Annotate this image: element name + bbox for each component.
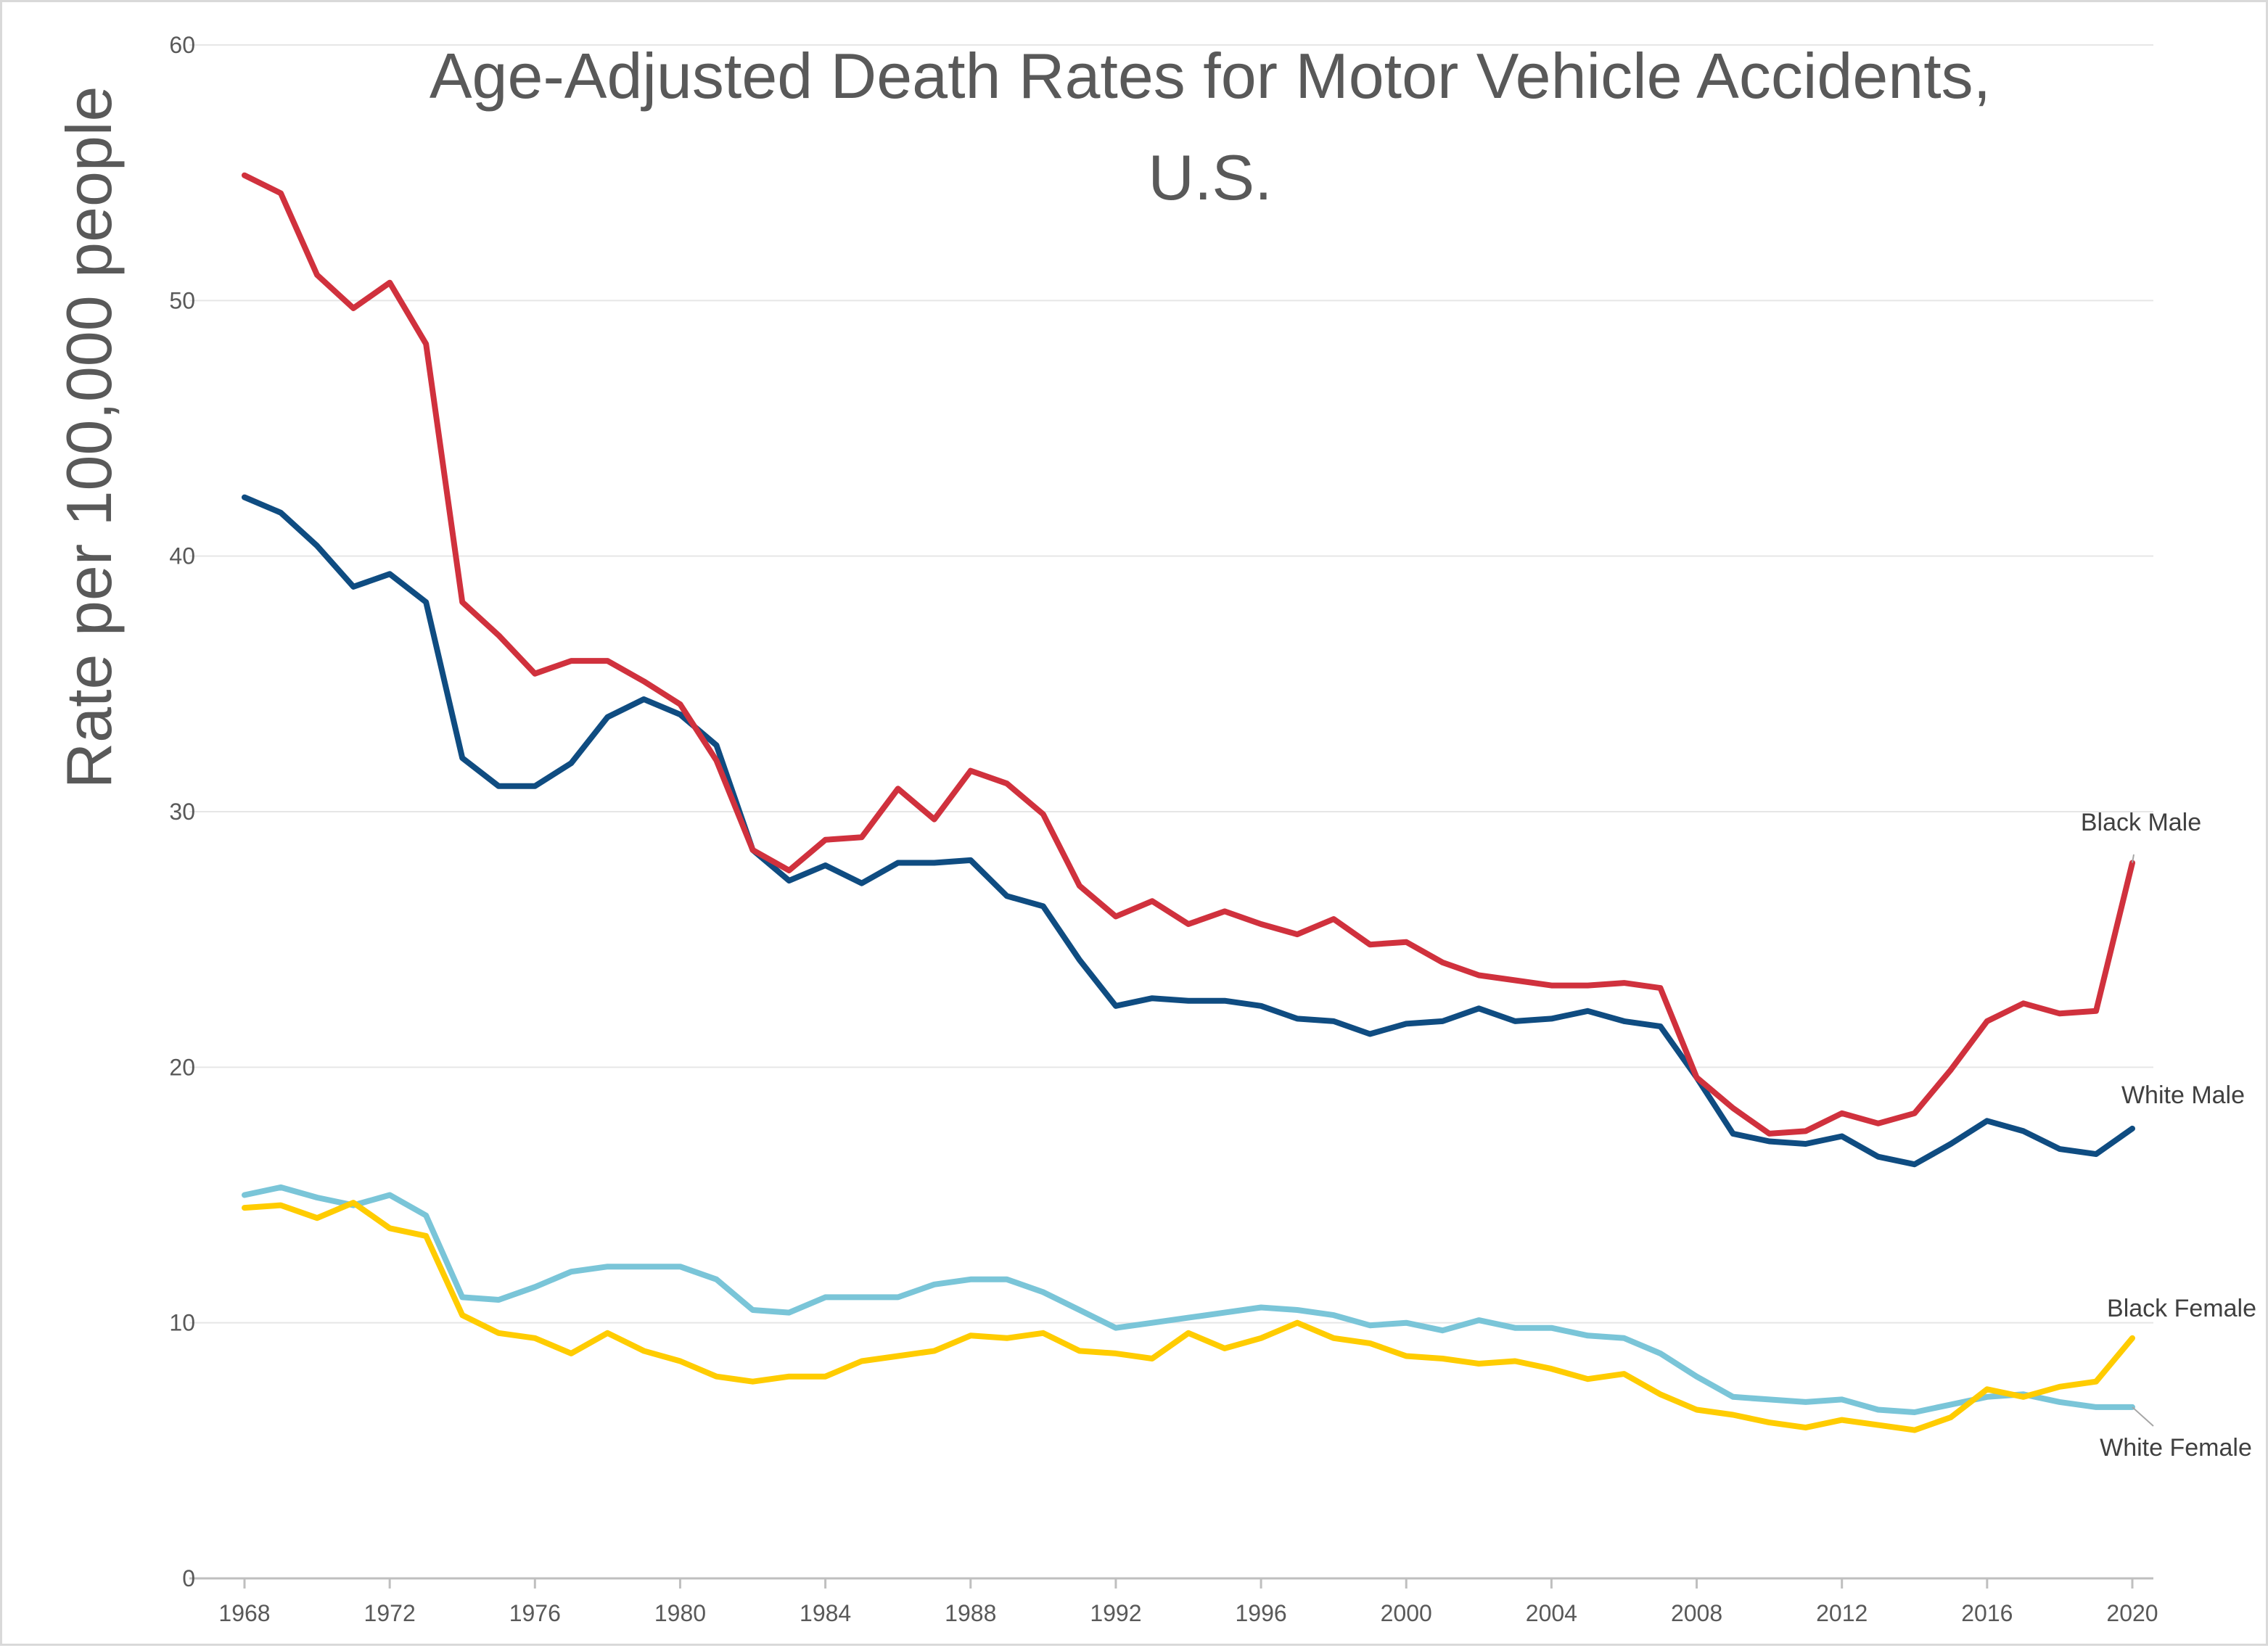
series-line-white-female bbox=[242, 1184, 2135, 1415]
x-axis-ticks: 1968 1972 1976 1980 1984 1988 1992 1996 2000 2004… bbox=[218, 1578, 2158, 1626]
series-lines bbox=[242, 172, 2135, 1433]
x-tick-label: 2000 bbox=[1381, 1600, 1432, 1626]
x-tick-label: 1980 bbox=[654, 1600, 706, 1626]
x-tick-label: 2012 bbox=[1816, 1600, 1868, 1626]
series-label-black-male: Black Male bbox=[2081, 809, 2201, 836]
leader-line-black-male bbox=[2132, 854, 2135, 863]
leader-line-white-female bbox=[2132, 1406, 2154, 1427]
y-tick-label: 0 bbox=[182, 1565, 195, 1591]
y-tick-label: 30 bbox=[169, 799, 195, 825]
x-tick-label: 1992 bbox=[1090, 1600, 1141, 1626]
series-line-black-female bbox=[242, 1200, 2135, 1433]
y-tick-label: 20 bbox=[169, 1054, 195, 1080]
x-tick-label: 2004 bbox=[1526, 1600, 1577, 1626]
series-label-white-female: White Female bbox=[2100, 1434, 2252, 1462]
x-tick-label: 2020 bbox=[2106, 1600, 2158, 1626]
y-axis-ticks: 0 10 20 30 40 50 60 bbox=[169, 32, 195, 1591]
y-tick-label: 10 bbox=[169, 1310, 195, 1336]
x-tick-label: 1972 bbox=[364, 1600, 416, 1626]
series-labels: Black Male White Male Black Female White Fe… bbox=[2081, 809, 2256, 1462]
x-tick-label: 1988 bbox=[945, 1600, 996, 1626]
chart-title-line-2: U.S. bbox=[1148, 141, 1272, 213]
series-line-black-male bbox=[242, 172, 2135, 1137]
y-axis-label: Rate per 100,000 people bbox=[53, 86, 125, 789]
y-tick-label: 40 bbox=[169, 543, 195, 569]
series-line-white-male bbox=[242, 494, 2135, 1168]
gridlines bbox=[189, 44, 2153, 1324]
chart-title-line-1: Age-Adjusted Death Rates for Motor Vehic… bbox=[430, 40, 1991, 112]
x-tick-label: 1968 bbox=[218, 1600, 270, 1626]
series-label-white-male: White Male bbox=[2121, 1082, 2245, 1109]
y-tick-label: 60 bbox=[169, 32, 195, 58]
y-tick-label: 50 bbox=[169, 287, 195, 313]
x-tick-label: 1976 bbox=[509, 1600, 561, 1626]
x-tick-label: 1984 bbox=[800, 1600, 851, 1626]
x-tick-label: 1996 bbox=[1235, 1600, 1286, 1626]
series-label-black-female: Black Female bbox=[2107, 1295, 2256, 1322]
x-tick-label: 2016 bbox=[1961, 1600, 2013, 1626]
legend-leaders bbox=[2132, 854, 2154, 1427]
x-tick-label: 2008 bbox=[1671, 1600, 1722, 1626]
